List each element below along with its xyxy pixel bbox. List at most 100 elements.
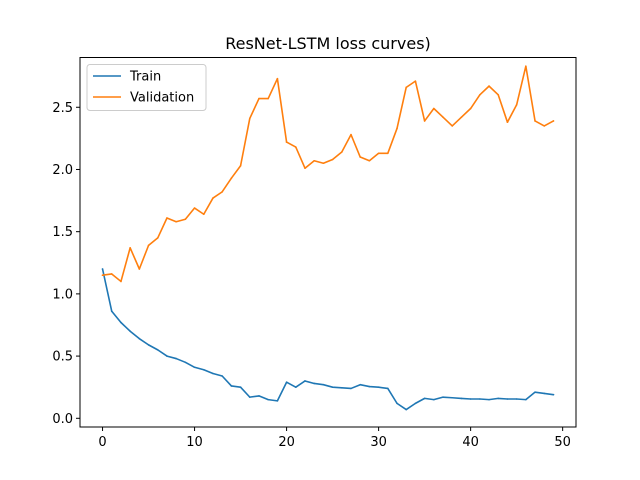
data-point-train — [175, 357, 177, 360]
data-point-validation — [377, 152, 380, 155]
data-point-validation — [405, 86, 408, 89]
data-point-train — [129, 330, 131, 333]
data-point-validation — [193, 207, 196, 209]
data-point-train — [525, 398, 527, 401]
plot-frame — [79, 57, 577, 428]
data-point-train — [506, 398, 509, 400]
data-point-validation — [101, 274, 104, 277]
data-point-train — [147, 344, 150, 346]
y-tick-label: 1.0 — [52, 287, 73, 302]
data-point-validation — [313, 159, 316, 162]
data-point-train — [405, 408, 408, 411]
data-point-validation — [147, 244, 150, 247]
data-point-train — [193, 366, 196, 369]
data-point-validation — [433, 107, 435, 110]
data-point-validation — [451, 125, 454, 127]
data-point-validation — [248, 117, 251, 120]
data-point-train — [267, 398, 269, 401]
data-point-validation — [479, 94, 481, 96]
data-point-train — [469, 398, 472, 400]
data-point-train — [341, 387, 343, 389]
data-point-train — [101, 268, 104, 270]
data-point-train — [230, 385, 233, 387]
data-point-train — [442, 396, 444, 398]
y-axis: 0.0 0.5 1.0 1.5 2.0 2.5 — [52, 101, 80, 427]
x-tick-label: 10 — [186, 435, 203, 450]
data-point-train — [258, 395, 260, 397]
data-point-train — [387, 387, 389, 390]
data-point-validation — [230, 177, 233, 179]
data-point-train — [479, 398, 481, 400]
data-point-validation — [285, 141, 288, 143]
data-point-validation — [129, 247, 131, 249]
data-point-train — [120, 321, 122, 324]
series-line-train — [101, 268, 555, 411]
data-point-train — [322, 383, 325, 386]
data-point-validation — [543, 125, 546, 127]
data-point-validation — [304, 167, 306, 170]
data-point-validation — [156, 237, 159, 239]
data-point-validation — [138, 268, 141, 270]
data-point-train — [239, 386, 242, 388]
data-point-validation — [331, 158, 334, 161]
data-point-validation — [120, 280, 122, 283]
data-point-train — [212, 372, 214, 375]
data-point-train — [156, 349, 159, 351]
chart-title: ResNet-LSTM loss curves) — [225, 34, 431, 53]
data-point-validation — [202, 213, 205, 216]
data-point-train — [285, 381, 288, 384]
data-point-validation — [341, 151, 343, 153]
x-tick-label: 0 — [98, 435, 106, 450]
data-point-validation — [221, 191, 223, 193]
data-point-train — [276, 400, 279, 402]
data-point-validation — [414, 80, 417, 82]
data-point-validation — [368, 159, 371, 162]
data-point-validation — [387, 152, 389, 155]
data-point-train — [359, 383, 362, 386]
data-point-train — [515, 398, 518, 400]
data-point-validation — [552, 120, 555, 122]
data-point-validation — [497, 94, 500, 96]
data-point-validation — [267, 97, 269, 100]
x-axis: 0 10 20 30 40 50 — [98, 427, 571, 450]
data-point-train — [368, 385, 371, 388]
data-point-validation — [239, 164, 242, 167]
data-point-train — [552, 393, 555, 396]
data-point-validation — [525, 65, 527, 68]
data-point-validation — [442, 116, 444, 119]
data-point-validation — [294, 146, 297, 148]
data-point-train — [221, 375, 223, 377]
data-point-train — [488, 398, 490, 401]
x-tick-label: 40 — [462, 435, 479, 450]
data-point-validation — [460, 116, 463, 119]
data-point-validation — [515, 103, 518, 106]
data-point-train — [414, 402, 417, 405]
y-tick-label: 1.5 — [52, 225, 73, 240]
data-point-validation — [166, 217, 168, 219]
data-point-train — [433, 398, 435, 401]
data-point-validation — [322, 162, 325, 165]
legend-label-validation: Validation — [130, 91, 194, 106]
data-point-train — [294, 386, 297, 388]
data-point-train — [460, 397, 463, 400]
data-point-validation — [175, 220, 177, 223]
data-point-validation — [184, 218, 187, 221]
x-tick-label: 50 — [554, 435, 571, 450]
y-tick-label: 2.0 — [52, 163, 73, 178]
data-point-train — [304, 380, 306, 382]
series-line-validation — [101, 65, 555, 283]
legend-label-train: Train — [129, 70, 161, 85]
data-point-train — [423, 397, 426, 400]
legend: Train Validation — [86, 64, 207, 111]
data-point-train — [248, 396, 251, 398]
data-point-validation — [469, 107, 472, 110]
data-point-validation — [534, 120, 536, 122]
data-point-validation — [110, 273, 113, 275]
data-point-validation — [359, 156, 362, 158]
data-point-train — [396, 402, 398, 405]
data-point-train — [166, 355, 168, 357]
data-point-validation — [396, 127, 398, 130]
data-point-validation — [212, 197, 214, 199]
data-point-validation — [350, 133, 352, 136]
data-point-train — [313, 382, 316, 385]
